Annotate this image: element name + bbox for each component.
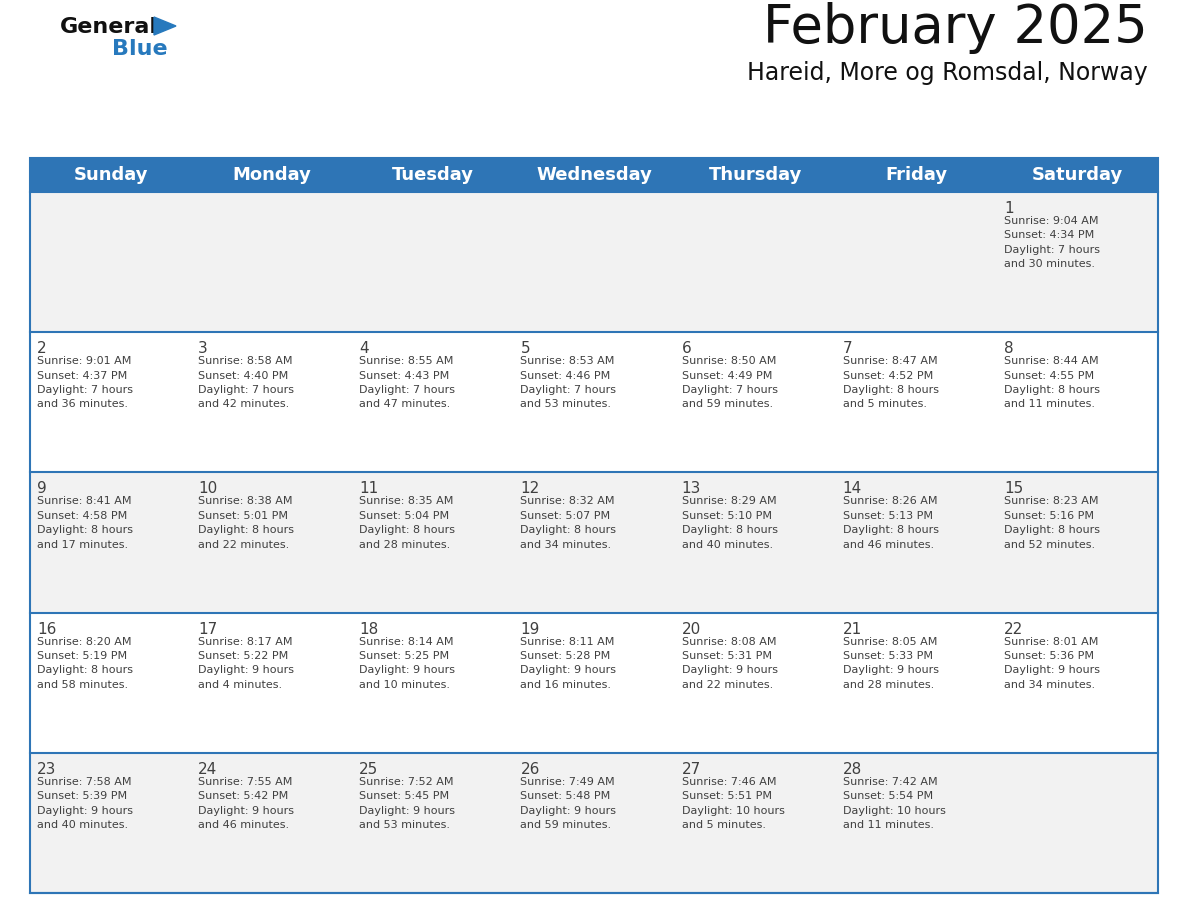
Text: Sunrise: 8:08 AM
Sunset: 5:31 PM
Daylight: 9 hours
and 22 minutes.: Sunrise: 8:08 AM Sunset: 5:31 PM Dayligh… <box>682 636 778 689</box>
Text: Sunrise: 7:55 AM
Sunset: 5:42 PM
Daylight: 9 hours
and 46 minutes.: Sunrise: 7:55 AM Sunset: 5:42 PM Dayligh… <box>198 777 295 830</box>
Text: Sunrise: 9:01 AM
Sunset: 4:37 PM
Daylight: 7 hours
and 36 minutes.: Sunrise: 9:01 AM Sunset: 4:37 PM Dayligh… <box>37 356 133 409</box>
Text: 27: 27 <box>682 762 701 777</box>
Text: 11: 11 <box>359 481 379 497</box>
Text: February 2025: February 2025 <box>763 2 1148 54</box>
Text: Sunrise: 7:49 AM
Sunset: 5:48 PM
Daylight: 9 hours
and 59 minutes.: Sunrise: 7:49 AM Sunset: 5:48 PM Dayligh… <box>520 777 617 830</box>
Text: Sunrise: 7:52 AM
Sunset: 5:45 PM
Daylight: 9 hours
and 53 minutes.: Sunrise: 7:52 AM Sunset: 5:45 PM Dayligh… <box>359 777 455 830</box>
Bar <box>30 332 1158 473</box>
Text: Sunrise: 8:55 AM
Sunset: 4:43 PM
Daylight: 7 hours
and 47 minutes.: Sunrise: 8:55 AM Sunset: 4:43 PM Dayligh… <box>359 356 455 409</box>
Text: Sunrise: 8:44 AM
Sunset: 4:55 PM
Daylight: 8 hours
and 11 minutes.: Sunrise: 8:44 AM Sunset: 4:55 PM Dayligh… <box>1004 356 1100 409</box>
Text: 23: 23 <box>37 762 56 777</box>
Text: Sunrise: 8:41 AM
Sunset: 4:58 PM
Daylight: 8 hours
and 17 minutes.: Sunrise: 8:41 AM Sunset: 4:58 PM Dayligh… <box>37 497 133 550</box>
Text: Friday: Friday <box>885 166 947 184</box>
Text: Sunrise: 8:05 AM
Sunset: 5:33 PM
Daylight: 9 hours
and 28 minutes.: Sunrise: 8:05 AM Sunset: 5:33 PM Dayligh… <box>842 636 939 689</box>
Text: Sunrise: 8:47 AM
Sunset: 4:52 PM
Daylight: 8 hours
and 5 minutes.: Sunrise: 8:47 AM Sunset: 4:52 PM Dayligh… <box>842 356 939 409</box>
Text: Sunday: Sunday <box>74 166 147 184</box>
Text: 21: 21 <box>842 621 862 636</box>
Text: 24: 24 <box>198 762 217 777</box>
Bar <box>30 753 1158 893</box>
Bar <box>30 192 1158 332</box>
Text: Monday: Monday <box>233 166 311 184</box>
Text: Saturday: Saturday <box>1032 166 1123 184</box>
Text: Sunrise: 8:50 AM
Sunset: 4:49 PM
Daylight: 7 hours
and 59 minutes.: Sunrise: 8:50 AM Sunset: 4:49 PM Dayligh… <box>682 356 778 409</box>
Bar <box>30 612 1158 753</box>
Text: Sunrise: 7:58 AM
Sunset: 5:39 PM
Daylight: 9 hours
and 40 minutes.: Sunrise: 7:58 AM Sunset: 5:39 PM Dayligh… <box>37 777 133 830</box>
Polygon shape <box>154 17 176 35</box>
Text: Sunrise: 9:04 AM
Sunset: 4:34 PM
Daylight: 7 hours
and 30 minutes.: Sunrise: 9:04 AM Sunset: 4:34 PM Dayligh… <box>1004 216 1100 269</box>
Text: Thursday: Thursday <box>708 166 802 184</box>
Text: 26: 26 <box>520 762 539 777</box>
Text: Sunrise: 8:35 AM
Sunset: 5:04 PM
Daylight: 8 hours
and 28 minutes.: Sunrise: 8:35 AM Sunset: 5:04 PM Dayligh… <box>359 497 455 550</box>
Bar <box>30 158 1158 192</box>
Text: Sunrise: 8:23 AM
Sunset: 5:16 PM
Daylight: 8 hours
and 52 minutes.: Sunrise: 8:23 AM Sunset: 5:16 PM Dayligh… <box>1004 497 1100 550</box>
Text: Sunrise: 8:11 AM
Sunset: 5:28 PM
Daylight: 9 hours
and 16 minutes.: Sunrise: 8:11 AM Sunset: 5:28 PM Dayligh… <box>520 636 617 689</box>
Text: 16: 16 <box>37 621 56 636</box>
Text: Wednesday: Wednesday <box>536 166 652 184</box>
Text: 28: 28 <box>842 762 862 777</box>
Bar <box>30 158 1158 893</box>
Text: 13: 13 <box>682 481 701 497</box>
Text: General: General <box>61 17 158 37</box>
Text: 17: 17 <box>198 621 217 636</box>
Text: 20: 20 <box>682 621 701 636</box>
Text: Sunrise: 8:26 AM
Sunset: 5:13 PM
Daylight: 8 hours
and 46 minutes.: Sunrise: 8:26 AM Sunset: 5:13 PM Dayligh… <box>842 497 939 550</box>
Text: Sunrise: 8:17 AM
Sunset: 5:22 PM
Daylight: 9 hours
and 4 minutes.: Sunrise: 8:17 AM Sunset: 5:22 PM Dayligh… <box>198 636 295 689</box>
Text: 7: 7 <box>842 341 852 356</box>
Text: Blue: Blue <box>112 39 168 59</box>
Text: 19: 19 <box>520 621 539 636</box>
Bar <box>30 473 1158 612</box>
Text: 9: 9 <box>37 481 46 497</box>
Text: 18: 18 <box>359 621 379 636</box>
Text: 5: 5 <box>520 341 530 356</box>
Text: Sunrise: 8:58 AM
Sunset: 4:40 PM
Daylight: 7 hours
and 42 minutes.: Sunrise: 8:58 AM Sunset: 4:40 PM Dayligh… <box>198 356 295 409</box>
Text: 2: 2 <box>37 341 46 356</box>
Text: Sunrise: 8:32 AM
Sunset: 5:07 PM
Daylight: 8 hours
and 34 minutes.: Sunrise: 8:32 AM Sunset: 5:07 PM Dayligh… <box>520 497 617 550</box>
Text: 1: 1 <box>1004 201 1013 216</box>
Text: Sunrise: 8:53 AM
Sunset: 4:46 PM
Daylight: 7 hours
and 53 minutes.: Sunrise: 8:53 AM Sunset: 4:46 PM Dayligh… <box>520 356 617 409</box>
Text: 25: 25 <box>359 762 379 777</box>
Text: Sunrise: 8:20 AM
Sunset: 5:19 PM
Daylight: 8 hours
and 58 minutes.: Sunrise: 8:20 AM Sunset: 5:19 PM Dayligh… <box>37 636 133 689</box>
Text: 3: 3 <box>198 341 208 356</box>
Text: Sunrise: 8:01 AM
Sunset: 5:36 PM
Daylight: 9 hours
and 34 minutes.: Sunrise: 8:01 AM Sunset: 5:36 PM Dayligh… <box>1004 636 1100 689</box>
Text: 6: 6 <box>682 341 691 356</box>
Text: Tuesday: Tuesday <box>392 166 474 184</box>
Text: 10: 10 <box>198 481 217 497</box>
Text: Sunrise: 7:46 AM
Sunset: 5:51 PM
Daylight: 10 hours
and 5 minutes.: Sunrise: 7:46 AM Sunset: 5:51 PM Dayligh… <box>682 777 784 830</box>
Text: Hareid, More og Romsdal, Norway: Hareid, More og Romsdal, Norway <box>747 61 1148 85</box>
Text: 14: 14 <box>842 481 862 497</box>
Text: Sunrise: 8:29 AM
Sunset: 5:10 PM
Daylight: 8 hours
and 40 minutes.: Sunrise: 8:29 AM Sunset: 5:10 PM Dayligh… <box>682 497 778 550</box>
Text: Sunrise: 8:38 AM
Sunset: 5:01 PM
Daylight: 8 hours
and 22 minutes.: Sunrise: 8:38 AM Sunset: 5:01 PM Dayligh… <box>198 497 295 550</box>
Text: Sunrise: 8:14 AM
Sunset: 5:25 PM
Daylight: 9 hours
and 10 minutes.: Sunrise: 8:14 AM Sunset: 5:25 PM Dayligh… <box>359 636 455 689</box>
Text: 8: 8 <box>1004 341 1013 356</box>
Text: 4: 4 <box>359 341 369 356</box>
Text: Sunrise: 7:42 AM
Sunset: 5:54 PM
Daylight: 10 hours
and 11 minutes.: Sunrise: 7:42 AM Sunset: 5:54 PM Dayligh… <box>842 777 946 830</box>
Text: 15: 15 <box>1004 481 1023 497</box>
Text: 22: 22 <box>1004 621 1023 636</box>
Text: 12: 12 <box>520 481 539 497</box>
